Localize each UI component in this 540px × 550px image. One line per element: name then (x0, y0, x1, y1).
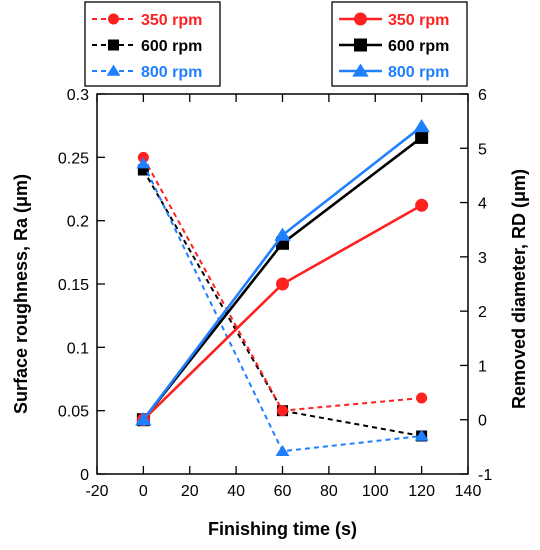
legend-right: 350 rpm 600 rpm 800 rpm (331, 1, 468, 87)
data-point (137, 164, 149, 176)
x-tick-label: 60 (274, 483, 292, 500)
x-tick-label: 40 (227, 483, 245, 500)
legend-left: 350 rpm 600 rpm 800 rpm (84, 1, 221, 87)
y-left-tick-label: 0.1 (67, 340, 89, 357)
series-left-800-rpm (136, 157, 429, 456)
y-left-tick-label: 0 (80, 467, 89, 484)
y-right-tick-label: 4 (478, 196, 487, 213)
data-point (135, 412, 152, 426)
y-right-tick-label: 6 (478, 87, 487, 104)
legend-marker (108, 13, 119, 25)
y-axis-right-title: Removed diameter, RD (μm) (509, 169, 529, 409)
legend-label: 350 rpm (388, 12, 449, 29)
series-line (142, 169, 422, 437)
legend-marker (108, 39, 119, 51)
x-axis-title: Finishing time (s) (208, 519, 357, 539)
legend-label: 600 rpm (141, 38, 202, 55)
y-right-tick-label: 2 (478, 304, 487, 321)
series-layer (135, 119, 430, 456)
axis-ticks: -20 0 20 40 60 80 100 120 14000.050.10.150.20.25… (58, 87, 492, 500)
data-point (274, 227, 291, 241)
x-tick-label: -20 (85, 483, 108, 500)
y-left-tick-label: 0.25 (58, 150, 89, 167)
series-left-600-rpm (137, 164, 428, 442)
data-point (275, 444, 290, 456)
x-tick-label: 140 (455, 483, 482, 500)
data-point (414, 429, 429, 441)
x-tick-label: 120 (408, 483, 435, 500)
legend-marker (106, 64, 121, 76)
y-right-tick-label: 0 (478, 413, 487, 430)
data-point (415, 198, 429, 212)
data-point (416, 392, 428, 404)
y-left-tick-label: 0.3 (67, 87, 89, 104)
data-point (415, 130, 429, 144)
y-left-tick-label: 0.15 (58, 277, 89, 294)
legend-label: 600 rpm (388, 38, 449, 55)
y-right-tick-label: 3 (478, 250, 487, 267)
legend-label: 350 rpm (141, 12, 202, 29)
y-left-tick-label: 0.05 (58, 404, 89, 421)
y-left-tick-label: 0.2 (67, 214, 89, 231)
legend-marker (354, 12, 367, 26)
y-right-tick-label: 1 (478, 358, 487, 375)
data-point (276, 277, 289, 291)
data-point (137, 151, 149, 163)
legend-label: 800 rpm (141, 64, 202, 81)
legend-marker (354, 38, 367, 52)
y-right-tick-label: 5 (478, 141, 487, 158)
data-point (277, 405, 288, 417)
x-tick-label: 100 (362, 483, 389, 500)
legend-marker (352, 63, 369, 77)
legend-label: 800 rpm (388, 64, 449, 81)
x-tick-label: 80 (320, 483, 338, 500)
series-left-350-rpm (137, 151, 428, 417)
data-point (413, 119, 430, 133)
y-right-tick-label: -1 (478, 467, 492, 484)
series-right-800-rpm (135, 119, 430, 426)
data-point (136, 157, 151, 169)
legend-box (84, 1, 221, 87)
x-tick-label: 0 (139, 483, 148, 500)
y-axis-left-title: Surface roughness, Ra (μm) (11, 174, 31, 414)
x-tick-label: 20 (181, 483, 199, 500)
